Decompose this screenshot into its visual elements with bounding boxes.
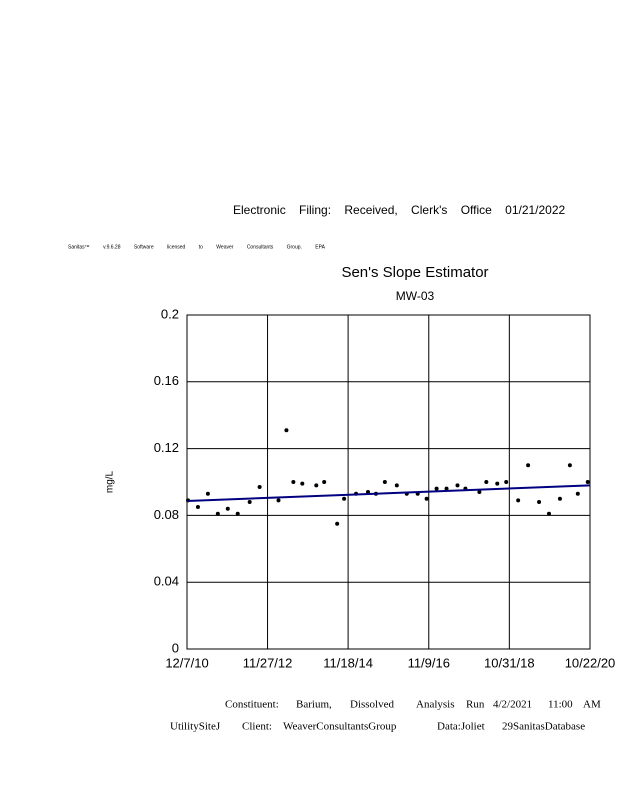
data-point bbox=[284, 428, 289, 433]
x-tick-label: 11/27/12 bbox=[243, 655, 293, 670]
chart-subtitle: MW-03 bbox=[396, 289, 435, 303]
footer-text: Data:Joliet bbox=[437, 721, 485, 733]
footer-text: Constituent: bbox=[225, 699, 279, 711]
data-point bbox=[342, 496, 347, 501]
data-point bbox=[444, 486, 449, 491]
footer-text: Client: bbox=[242, 721, 272, 733]
x-tick-label: 10/22/20 bbox=[565, 655, 616, 670]
x-tick-label: 11/18/14 bbox=[323, 655, 373, 670]
footer-text: Run bbox=[466, 699, 485, 711]
data-point bbox=[235, 511, 240, 516]
data-point bbox=[291, 480, 296, 484]
data-point bbox=[382, 480, 387, 484]
footer-text: Analysis bbox=[416, 699, 455, 711]
data-point bbox=[477, 490, 482, 495]
footer-text: WeaverConsultantsGroup bbox=[283, 721, 397, 733]
data-point bbox=[247, 500, 252, 505]
x-tick-label: 12/7/10 bbox=[165, 655, 208, 670]
y-tick-label: 0.04 bbox=[154, 574, 179, 589]
data-point bbox=[495, 481, 500, 486]
footer-text: 4/2/2021 bbox=[493, 699, 532, 711]
data-point bbox=[394, 483, 399, 488]
data-point bbox=[585, 480, 590, 484]
data-point bbox=[276, 498, 281, 503]
data-point bbox=[257, 485, 262, 490]
trend-line bbox=[186, 484, 591, 503]
y-axis-label: mg/L bbox=[105, 470, 116, 493]
data-point bbox=[424, 496, 429, 501]
y-tick-label: 0.08 bbox=[154, 507, 179, 522]
data-point bbox=[195, 505, 200, 510]
data-point bbox=[504, 480, 509, 484]
data-point bbox=[434, 486, 439, 491]
data-point bbox=[314, 483, 319, 488]
chart-title: Sen's Slope Estimator bbox=[341, 264, 488, 281]
footer-text: UtilitySiteJ bbox=[170, 721, 221, 733]
footer-text: 29SanitasDatabase bbox=[502, 721, 585, 733]
license-note: Sanitas™ v.9.6.28 Software licensed to W… bbox=[68, 244, 326, 250]
y-tick-label: 0.12 bbox=[154, 440, 179, 455]
data-point bbox=[567, 463, 572, 468]
data-point bbox=[546, 511, 551, 516]
data-point bbox=[225, 506, 230, 511]
x-tick-label: 10/31/18 bbox=[484, 655, 535, 670]
data-point bbox=[526, 463, 531, 468]
data-point bbox=[484, 480, 489, 484]
y-tick-label: 0.16 bbox=[154, 373, 179, 388]
data-point bbox=[557, 496, 562, 501]
data-point bbox=[300, 481, 305, 486]
footer-text: AM bbox=[583, 699, 601, 711]
data-point bbox=[537, 500, 542, 505]
y-tick-label: 0.2 bbox=[161, 306, 179, 321]
plot-frame bbox=[186, 314, 591, 650]
data-point bbox=[205, 491, 210, 496]
data-point bbox=[516, 498, 521, 503]
data-point bbox=[455, 483, 460, 488]
footer-text: 11:00 bbox=[548, 699, 573, 711]
filing-stamp: Electronic Filing: Received, Clerk's Off… bbox=[233, 203, 566, 217]
data-point bbox=[322, 480, 327, 484]
y-tick-label: 0 bbox=[172, 640, 179, 655]
data-point bbox=[575, 491, 580, 496]
data-point bbox=[335, 521, 340, 526]
x-tick-label: 11/9/16 bbox=[408, 655, 450, 670]
data-point bbox=[215, 511, 220, 516]
footer-text: Dissolved bbox=[350, 699, 395, 711]
footer-text: Barium, bbox=[296, 699, 332, 711]
